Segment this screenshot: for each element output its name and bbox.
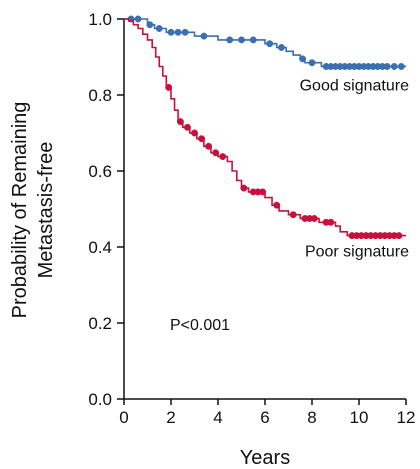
good-signature-censor-mark xyxy=(238,36,245,44)
x-tick-label: 8 xyxy=(307,408,316,427)
good-signature-label: Good signature xyxy=(300,78,410,95)
p-value-annotation: P<0.001 xyxy=(170,317,230,334)
x-tick-label: 10 xyxy=(350,408,369,427)
y-tick-label: 1.0 xyxy=(88,10,112,29)
ticks: 0.0 0.2 0.4 0.6 0.8 1.0 0 2 4 6 8 10 12 xyxy=(88,10,415,427)
poor-signature-label: Poor signature xyxy=(305,244,409,261)
y-tick-label: 0.8 xyxy=(88,86,112,105)
poor-signature-censor-mark xyxy=(219,153,227,161)
series-group xyxy=(124,15,406,240)
poor-signature-censor-mark xyxy=(273,201,281,209)
x-tick-label: 4 xyxy=(213,408,222,427)
y-axis-title-line-2: Metastasis-free xyxy=(35,142,57,279)
good-signature-censor-mark xyxy=(266,40,274,48)
good-signature-censor-mark xyxy=(134,15,142,23)
poor-signature-curve xyxy=(124,18,406,237)
y-tick-label: 0.6 xyxy=(88,162,112,181)
good-signature-censor-mark xyxy=(174,28,182,36)
good-signature-censor-mark xyxy=(383,63,391,70)
good-signature-censor-mark xyxy=(146,21,154,29)
poor-signature-censor-mark xyxy=(310,215,318,222)
good-signature-censor-mark xyxy=(390,63,398,70)
good-signature-censor-mark xyxy=(397,63,405,70)
x-tick-label: 2 xyxy=(166,408,175,427)
y-tick-label: 0.0 xyxy=(88,390,112,409)
poor-signature-censor-mark xyxy=(212,149,220,157)
good-signature-curve xyxy=(124,18,406,68)
poor-signature-censor-mark xyxy=(327,218,335,226)
y-tick-label: 0.2 xyxy=(88,314,112,333)
poor-signature-censor-mark xyxy=(395,232,403,240)
poor-signature-censor-mark xyxy=(205,142,213,150)
good-signature-censor-mark xyxy=(155,25,163,32)
poor-signature-censor-mark xyxy=(184,123,191,131)
poor-signature-censor-mark xyxy=(198,135,206,143)
good-signature-censor-mark xyxy=(167,28,175,36)
good-signature-censor-mark xyxy=(299,55,307,63)
x-tick-label: 0 xyxy=(119,408,128,427)
x-axis-title: Years xyxy=(240,447,290,469)
y-tick-label: 0.4 xyxy=(88,238,112,257)
poor-signature-censor-mark xyxy=(259,188,267,196)
good-signature-censor-mark xyxy=(278,44,285,51)
good-signature-censor-mark xyxy=(200,32,208,40)
x-tick-label: 12 xyxy=(397,408,416,427)
poor-signature-censor-mark xyxy=(165,83,173,91)
poor-signature-censor-mark xyxy=(191,129,198,137)
poor-signature-censor-mark xyxy=(240,184,248,192)
poor-signature-censor-mark xyxy=(176,118,184,126)
good-signature-censor-mark xyxy=(181,28,189,36)
y-axis-title-line-1: Probability of Remaining xyxy=(9,102,31,319)
poor-signature-censor-mark xyxy=(289,211,297,219)
good-signature-censor-mark xyxy=(308,59,316,67)
good-signature-censor-mark xyxy=(249,36,257,44)
series-labels: Good signature Poor signature xyxy=(300,78,410,261)
y-axis-title: Probability of Remaining Metastasis-free xyxy=(9,102,57,319)
x-tick-label: 6 xyxy=(260,408,269,427)
good-signature-censor-mark xyxy=(226,36,234,44)
